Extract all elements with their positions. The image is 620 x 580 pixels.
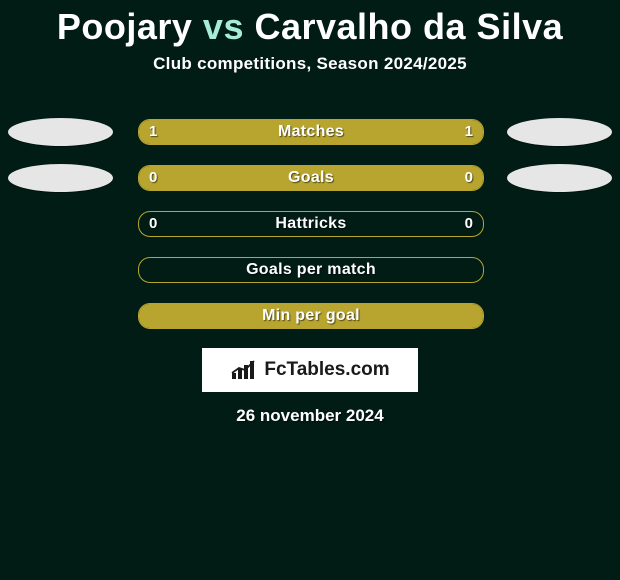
stat-bar: Goals per match xyxy=(138,257,484,283)
stat-row: 00Hattricks xyxy=(0,198,620,244)
brand-box[interactable]: FcTables.com xyxy=(202,348,418,392)
stat-row: Min per goal xyxy=(0,290,620,336)
vs-label: vs xyxy=(203,6,244,47)
stat-row: Goals per match xyxy=(0,244,620,290)
brand-text: FcTables.com xyxy=(264,359,389,381)
stat-label: Goals per match xyxy=(139,258,483,282)
brand-bars-icon xyxy=(230,359,258,381)
player2-name: Carvalho da Silva xyxy=(254,6,563,47)
stat-rows: 11Matches 00Goals 00Hattricks Goals per mat… xyxy=(0,106,620,336)
date-label: 26 november 2024 xyxy=(0,406,620,426)
player1-silhouette-icon xyxy=(8,164,113,192)
subtitle: Club competitions, Season 2024/2025 xyxy=(0,54,620,74)
player1-name: Poojary xyxy=(57,6,193,47)
player2-silhouette-icon xyxy=(507,118,612,146)
stat-bar: 11Matches xyxy=(138,119,484,145)
stat-bar: Min per goal xyxy=(138,303,484,329)
player1-silhouette-icon xyxy=(8,118,113,146)
stat-label: Goals xyxy=(139,166,483,190)
stat-row: 00Goals xyxy=(0,152,620,198)
stat-bar: 00Goals xyxy=(138,165,484,191)
stat-row: 11Matches xyxy=(0,106,620,152)
player2-silhouette-icon xyxy=(507,164,612,192)
stat-label: Min per goal xyxy=(139,304,483,328)
stat-label: Hattricks xyxy=(139,212,483,236)
stat-label: Matches xyxy=(139,120,483,144)
comparison-title: Poojary vs Carvalho da Silva xyxy=(0,0,620,48)
stat-bar: 00Hattricks xyxy=(138,211,484,237)
